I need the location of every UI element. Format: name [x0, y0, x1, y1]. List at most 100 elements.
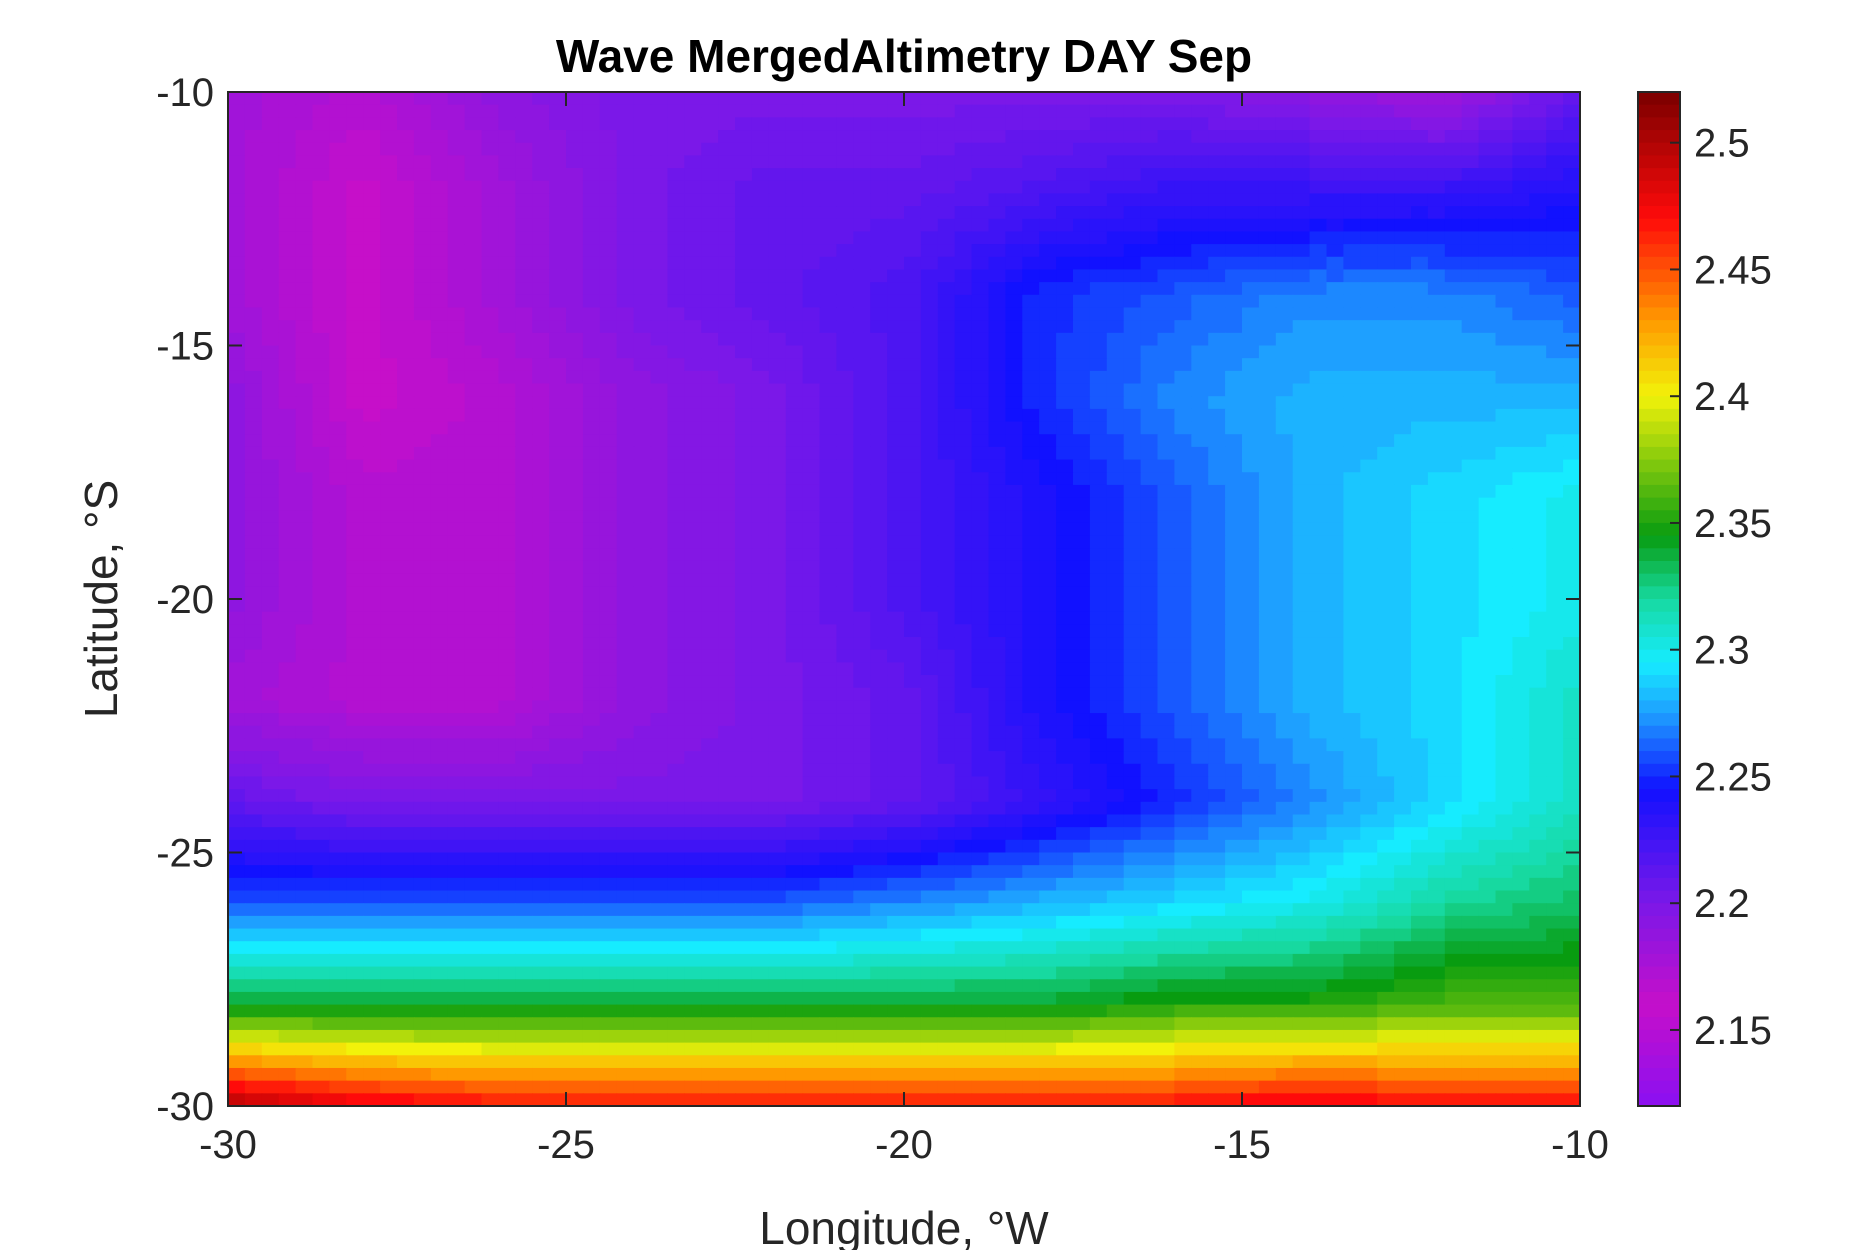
contour-cell — [329, 801, 347, 816]
contour-cell — [515, 763, 533, 778]
contour-cell — [1326, 548, 1344, 562]
contour-cell — [1309, 383, 1328, 397]
contour-cell — [464, 193, 483, 207]
contour-cell — [1309, 801, 1328, 816]
contour-cell — [1292, 763, 1311, 778]
contour-cell — [616, 168, 635, 182]
contour-cell — [1140, 865, 1159, 879]
contour-cell — [532, 370, 550, 385]
contour-cell — [1056, 320, 1074, 334]
contour-cell — [1157, 396, 1175, 410]
contour-cell — [363, 687, 381, 701]
contour-cell — [278, 599, 297, 613]
contour-cell — [1309, 408, 1328, 423]
contour-cell — [1326, 218, 1344, 233]
contour-cell — [363, 624, 381, 638]
contour-cell — [735, 675, 753, 689]
contour-cell — [1478, 738, 1497, 752]
contour-cell — [768, 434, 787, 448]
contour-cell — [1005, 560, 1023, 575]
contour-cell — [464, 408, 483, 423]
contour-cell — [464, 586, 483, 600]
contour-cell — [1225, 168, 1243, 182]
contour-cell — [1411, 396, 1429, 410]
contour-cell — [1039, 92, 1057, 106]
contour-cell — [599, 472, 618, 486]
contour-cell — [751, 193, 770, 207]
contour-cell — [650, 218, 668, 233]
contour-cell — [549, 383, 567, 397]
contour-cell — [633, 421, 652, 435]
contour-cell — [819, 332, 837, 347]
contour-cell — [1106, 244, 1125, 258]
contour-cell — [633, 713, 652, 727]
contour-cell — [701, 345, 719, 359]
contour-cell — [1258, 421, 1277, 435]
contour-cell — [380, 801, 398, 816]
contour-cell — [515, 307, 533, 321]
contour-cell — [785, 396, 804, 410]
contour-cell — [836, 370, 854, 385]
contour-cell — [1208, 548, 1226, 562]
contour-cell — [599, 180, 618, 194]
contour-cell — [1360, 117, 1378, 131]
contour-cell — [397, 408, 415, 423]
contour-cell — [1073, 839, 1091, 854]
contour-cell — [1546, 573, 1564, 587]
contour-cell — [515, 408, 533, 423]
contour-cell — [464, 497, 483, 511]
contour-cell — [1411, 522, 1429, 537]
contour-cell — [363, 193, 381, 207]
contour-cell — [1377, 776, 1395, 790]
contour-cell — [380, 434, 398, 448]
contour-cell — [244, 751, 263, 765]
contour-cell — [904, 814, 922, 828]
contour-cell — [1343, 307, 1361, 321]
contour-cell — [1478, 282, 1497, 296]
contour-cell — [1478, 611, 1497, 625]
contour-cell — [1022, 510, 1040, 524]
contour-cell — [481, 446, 499, 461]
contour-cell — [1089, 345, 1108, 359]
contour-cell — [1005, 763, 1023, 778]
contour-cell — [228, 662, 246, 676]
contour-cell — [1208, 573, 1226, 587]
contour-cell — [937, 599, 956, 613]
contour-cell — [413, 307, 432, 321]
contour-cell — [1444, 472, 1463, 486]
contour-cell — [1174, 522, 1192, 537]
contour-cell — [1394, 725, 1412, 740]
contour-cell — [1242, 573, 1260, 587]
contour-cell — [971, 586, 990, 600]
contour-cell — [515, 497, 533, 511]
contour-cell — [1123, 839, 1142, 854]
contour-cell — [1174, 624, 1192, 638]
contour-cell — [413, 434, 432, 448]
contour-cell — [650, 370, 668, 385]
contour-cell — [650, 472, 668, 486]
contour-cell — [785, 244, 804, 258]
contour-cell — [295, 725, 314, 740]
contour-cell — [549, 282, 567, 296]
contour-cell — [1529, 484, 1547, 499]
contour-cell — [397, 459, 415, 473]
contour-cell — [599, 294, 618, 309]
contour-cell — [1427, 599, 1446, 613]
contour-cell — [971, 573, 990, 587]
contour-cell — [667, 446, 685, 461]
contour-cell — [295, 358, 314, 372]
contour-cell — [1292, 193, 1311, 207]
contour-cell — [701, 484, 719, 499]
contour-cell — [261, 751, 280, 765]
contour-cell — [870, 180, 888, 194]
contour-cell — [1089, 700, 1108, 714]
contour-cell — [667, 193, 685, 207]
contour-cell — [532, 193, 550, 207]
contour-cell — [1225, 713, 1243, 727]
contour-cell — [599, 700, 618, 714]
contour-cell — [1495, 510, 1513, 524]
contour-cell — [887, 231, 905, 245]
contour-cell — [329, 599, 347, 613]
contour-cell — [1022, 130, 1040, 144]
contour-cell — [650, 155, 668, 169]
